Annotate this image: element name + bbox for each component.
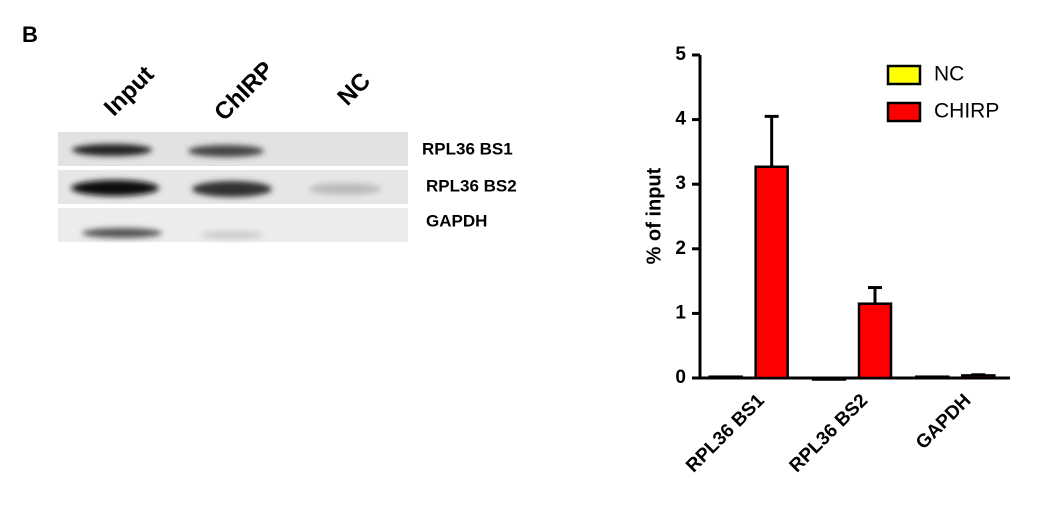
bar (857, 302, 893, 380)
lane-label: NC (332, 67, 376, 111)
lane-label: ChIRP (209, 56, 279, 126)
legend-label: NC (934, 63, 964, 86)
bar (811, 376, 847, 381)
legend-label: CHIRP (934, 100, 999, 123)
band (72, 144, 152, 156)
y-tick-label: 4 (675, 109, 686, 130)
legend-swatch (886, 64, 922, 86)
band (309, 183, 381, 195)
x-tick-label: RPL36 BS1 (682, 390, 769, 477)
y-tick-label: 3 (675, 173, 686, 194)
row-label: GAPDH (426, 211, 487, 230)
gel (58, 132, 408, 242)
band (71, 180, 159, 196)
bar (754, 165, 789, 380)
band (200, 231, 264, 239)
band (82, 228, 162, 238)
y-tick-label: 2 (675, 238, 686, 259)
bar (708, 375, 743, 380)
bar (915, 375, 950, 380)
row-label: RPL36 BS2 (426, 176, 517, 195)
y-tick-label: 1 (675, 302, 686, 323)
y-axis-label: % of input (643, 167, 665, 264)
panel-label: B (22, 22, 38, 47)
y-tick-label: 0 (675, 367, 686, 388)
lane-label: Input (99, 61, 160, 122)
legend-swatch (886, 101, 922, 123)
x-tick-label: RPL36 BS2 (786, 390, 873, 477)
y-tick-label: 5 (675, 44, 686, 65)
band (188, 145, 264, 157)
band (192, 181, 272, 197)
row-label: RPL36 BS1 (422, 139, 513, 158)
x-tick-label: GAPDH (912, 390, 975, 453)
